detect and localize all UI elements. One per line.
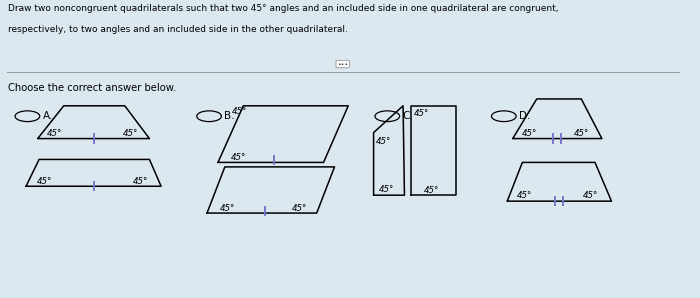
- Text: •••: •••: [337, 62, 349, 66]
- Text: 45°: 45°: [231, 153, 246, 162]
- Text: Choose the correct answer below.: Choose the correct answer below.: [8, 83, 176, 94]
- Text: 45°: 45°: [37, 177, 52, 186]
- Text: respectively, to two angles and an included side in the other quadrilateral.: respectively, to two angles and an inclu…: [8, 25, 348, 34]
- Text: Draw two noncongruent quadrilaterals such that two 45° angles and an included si: Draw two noncongruent quadrilaterals suc…: [8, 4, 559, 13]
- Text: 45°: 45°: [424, 186, 440, 195]
- Text: A.: A.: [43, 111, 53, 121]
- Text: 45°: 45°: [414, 109, 429, 118]
- Text: 45°: 45°: [377, 137, 392, 146]
- Text: 45°: 45°: [232, 107, 248, 116]
- Text: 45°: 45°: [133, 177, 148, 186]
- Text: 45°: 45°: [379, 185, 395, 194]
- Text: D.: D.: [519, 111, 531, 121]
- Text: 45°: 45°: [583, 191, 598, 200]
- Text: 45°: 45°: [522, 129, 538, 138]
- Text: 45°: 45°: [220, 204, 235, 212]
- Text: 45°: 45°: [46, 129, 62, 138]
- Text: 45°: 45°: [573, 129, 589, 138]
- Text: 45°: 45°: [517, 191, 532, 200]
- Text: 45°: 45°: [292, 204, 307, 212]
- Text: B.: B.: [224, 111, 234, 121]
- Text: C.: C.: [402, 111, 413, 121]
- Text: 45°: 45°: [122, 129, 138, 138]
